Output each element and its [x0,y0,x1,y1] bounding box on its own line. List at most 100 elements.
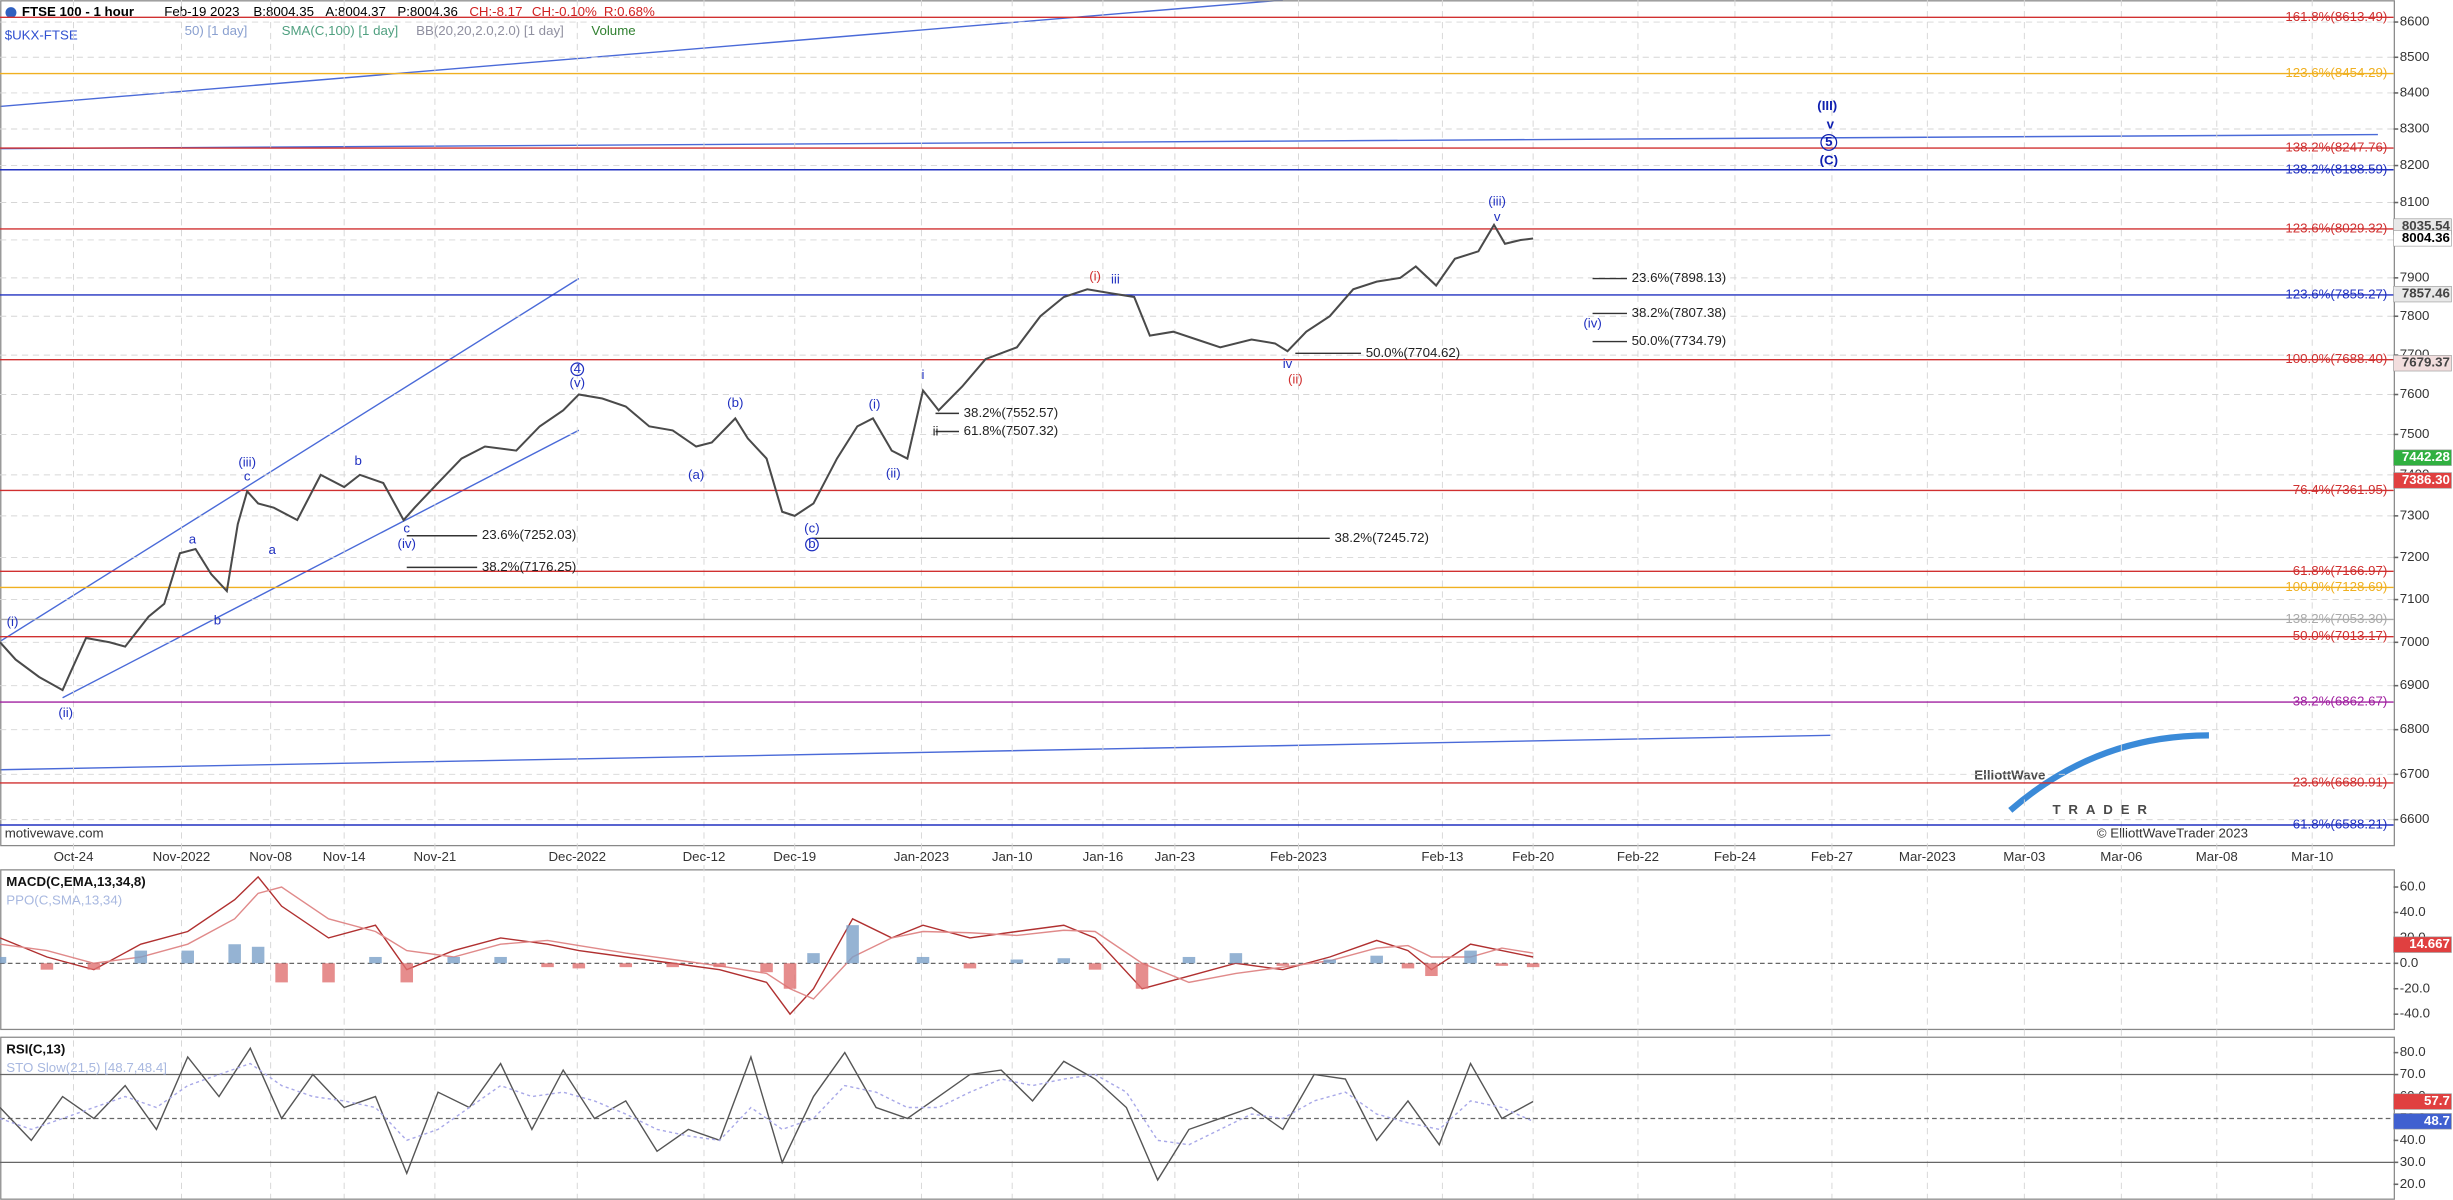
wave-label: (C) [1820,153,1838,168]
x-tick-label: Dec-2022 [548,849,606,864]
retracement-label: 38.2%(7245.72) [1334,530,1429,545]
y-tick-label: 6600 [2400,811,2430,826]
logo-top: ElliottWave [1974,768,2045,783]
study: Volume [591,23,635,38]
wave-label: c [403,520,410,535]
y-tick-label: 6800 [2400,721,2430,736]
quote-date: Feb-19 2023 [164,4,239,19]
x-tick-label: Feb-27 [1811,849,1853,864]
y-tick-label: 40.0 [2400,904,2426,919]
histogram-bar [760,963,773,973]
series-line [0,222,1534,692]
x-tick-label: Feb-13 [1421,849,1463,864]
wave-circle [805,537,819,552]
histogram-bar [1425,963,1438,977]
wave-label: c [244,469,251,484]
price-tag [2393,355,2452,372]
x-tick-label: Oct-24 [54,849,94,864]
price-tag [2393,1093,2452,1110]
x-tick-label: Dec-12 [683,849,726,864]
price-tag [2393,285,2452,303]
symbol-icon [5,7,17,19]
y-tick-label: 7300 [2400,507,2430,522]
study: BB(20,20,2.0,2.0) [1 day] [416,23,564,38]
fib-label: 123.6%(8029.32) [2285,220,2387,235]
histogram-bar [1057,958,1071,964]
wave-label: (ii) [1288,372,1303,387]
series-line [0,1046,1534,1182]
y-tick-label: 70.0 [2400,1066,2426,1081]
x-tick-label: Mar-03 [2003,849,2045,864]
fib-label: 61.8%(6588.21) [2293,817,2388,832]
y-tick-label: 8500 [2400,49,2430,64]
wave-label: 5 [1825,134,1833,149]
copyright: © ElliottWaveTrader 2023 [2097,825,2248,840]
ask: A:8004.37 [325,4,386,19]
retracement-label: 23.6%(7898.13) [1632,270,1727,285]
fib-label: 38.2%(6862.67) [2293,694,2388,709]
price-tag [2393,449,2452,466]
symbol-title: $UKX-FTSE [5,28,78,43]
histogram-bar [447,956,460,964]
fib-label: 138.2%(8247.76) [2285,140,2387,155]
price-tag-label: 7386.30 [2402,472,2450,487]
wave-label: iv [1283,356,1293,371]
fib-label: 61.8%(7166.97) [2293,563,2388,578]
price-tag-label: 7679.37 [2402,355,2450,370]
histogram-bar [1010,959,1024,964]
y-tick-label: -40.0 [2400,1006,2430,1021]
wave-label: (ii) [886,466,901,481]
y-tick-label: 7900 [2400,269,2430,284]
wave-label: v [1494,209,1501,224]
x-tick-label: Nov-21 [413,849,456,864]
source: motivewave.com [5,825,104,840]
histogram-bar [807,953,820,964]
header: FTSE 100 - 1 hour Feb-19 2023 B:8004.35 … [5,4,655,42]
wave-label: 4 [574,361,581,376]
wave-label: b [808,536,815,551]
x-tick-label: Nov-2022 [153,849,211,864]
study: 50) [1 day] [185,23,248,38]
retracement-label: 38.2%(7176.25) [482,559,577,574]
study: SMA(C,100) [1 day] [282,23,399,38]
bid: B:8004.35 [253,4,314,19]
wave-label: (i) [1089,268,1101,283]
wave-circle [1820,133,1838,151]
retracement-label: 38.2%(7552.57) [964,405,1059,420]
x-tick-label: Feb-20 [1512,849,1554,864]
price-tag [2393,936,2452,953]
price-tag-label: 7857.46 [2402,286,2450,301]
retracement-label: 38.2%(7807.38) [1632,305,1727,320]
histogram-bar [87,963,101,970]
price-tag-label: 14.667 [2409,936,2450,951]
y-tick-label: 6900 [2400,677,2430,692]
fib-label: 161.8%(8613.49) [2285,9,2387,24]
price-tag [2393,1113,2452,1130]
y-tick-label: -20.0 [2400,980,2430,995]
x-tick-label: Nov-08 [249,849,292,864]
x-tick-label: Jan-16 [1083,849,1124,864]
price-tag-label: 7442.28 [2402,449,2450,464]
price-tag-label: 57.7 [2424,1093,2450,1108]
x-tick-label: Mar-2023 [1899,849,1956,864]
last: P:8004.36 [397,4,458,19]
histogram-bar [713,963,726,968]
y-tick-label: 8400 [2400,84,2430,99]
histogram-bar [1464,950,1477,964]
histogram-bar [40,963,54,970]
wave-label: a [269,542,277,557]
x-tick-label: Nov-14 [323,849,366,864]
fib-label: 100.0%(7128.69) [2285,579,2387,594]
y-tick-label: 20.0 [2400,1176,2426,1191]
wave-label: (III) [1817,98,1837,113]
fib-label: 100.0%(7688.40) [2285,351,2387,366]
fib-label: 138.2%(8188.59) [2285,161,2387,176]
y-tick-label: 8100 [2400,194,2430,209]
histogram-bar [1370,955,1383,964]
panel-subtitle: STO Slow(21,5) [48.7,48.4] [6,1060,167,1075]
histogram-bar [1526,963,1540,968]
fib-label: 50.0%(7013.17) [2293,628,2388,643]
x-tick-label: Jan-2023 [894,849,949,864]
wave-label: b [214,613,221,628]
